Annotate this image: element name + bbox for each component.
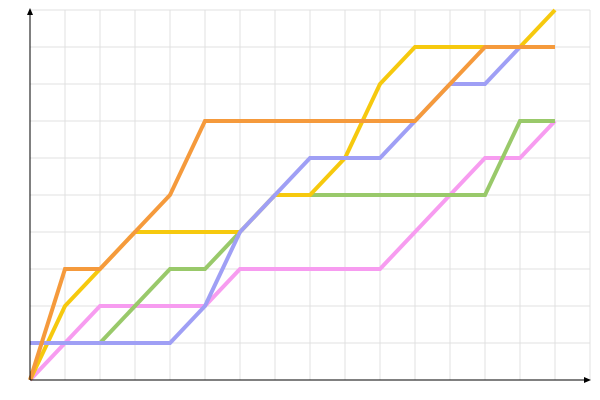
lines (28, 8, 557, 382)
series-line (28, 119, 557, 382)
series-line (30, 45, 555, 345)
x-axis-arrow (584, 377, 591, 383)
y-axis-arrow (27, 8, 33, 15)
series-line (28, 45, 555, 381)
